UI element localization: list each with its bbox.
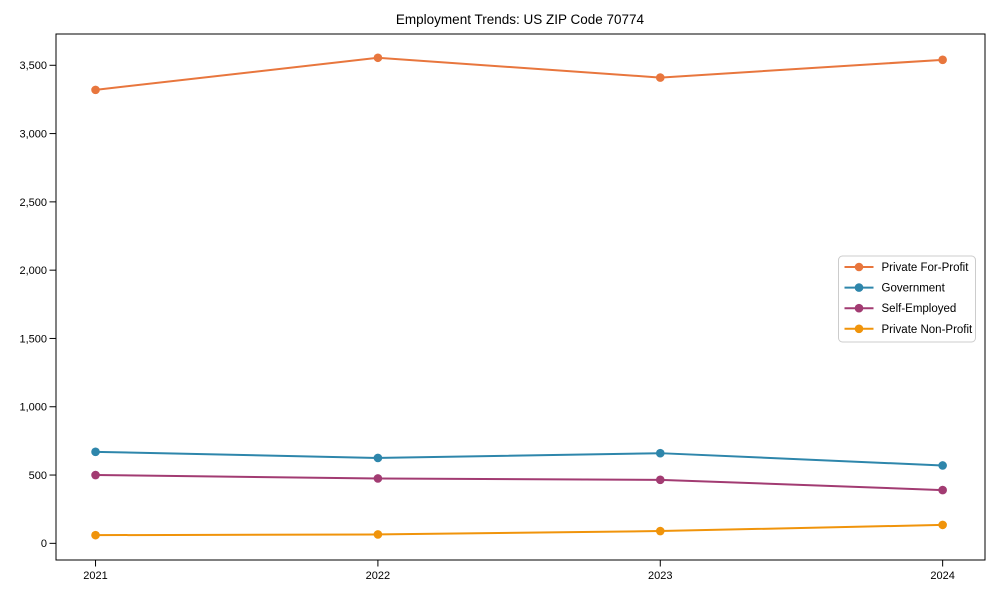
x-axis-tick-label: 2023: [648, 570, 672, 582]
legend-marker-swatch: [854, 324, 864, 334]
y-axis-tick-label: 2,500: [19, 197, 47, 209]
data-point-government-2024: [938, 461, 947, 470]
data-point-private-for-profit-2023: [655, 73, 665, 82]
legend-label: Self-Employed: [882, 303, 957, 315]
data-point-government-2022: [373, 453, 383, 463]
legend-marker-swatch: [854, 303, 864, 313]
plot-border: [55, 33, 986, 561]
y-axis-tick-label: 3,500: [19, 60, 47, 72]
series-line-self-employed: [94, 474, 944, 492]
data-point-government-2023: [655, 448, 665, 458]
series-line-private-for-profit: [94, 56, 944, 91]
legend-marker-swatch: [854, 262, 864, 272]
y-axis-tick-label: 0: [41, 538, 47, 550]
x-axis-tick-label: 2021: [83, 570, 107, 582]
data-point-private-for-profit-2022: [373, 53, 383, 63]
legend-label: Private For-Profit: [882, 262, 970, 274]
y-axis-tick-label: 3,000: [19, 128, 47, 140]
legend-entry-private-for-profit: Private For-Profit: [844, 262, 970, 274]
x-axis-tick-label: 2024: [930, 570, 954, 582]
legend-label: Government: [882, 283, 946, 295]
x-axis-tick-label: 2022: [366, 570, 390, 582]
legend-entry-government: Government: [844, 283, 946, 295]
legend-marker-swatch: [854, 283, 864, 292]
data-point-private-non-profit-2023: [655, 526, 665, 536]
legend-label: Private Non-Profit: [882, 324, 974, 336]
chart-title: Employment Trends: US ZIP Code 70774: [396, 12, 645, 27]
data-point-self-employed-2022: [373, 474, 383, 483]
y-axis-tick-label: 1,500: [19, 333, 47, 345]
data-point-private-non-profit-2022: [373, 530, 383, 539]
data-point-private-non-profit-2024: [938, 520, 947, 530]
y-axis-tick-label: 2,000: [19, 265, 47, 277]
legend-box: [838, 255, 976, 343]
data-point-self-employed-2023: [655, 475, 665, 485]
series-line-government: [94, 450, 944, 467]
series-line-private-non-profit: [94, 523, 944, 537]
data-point-private-for-profit-2024: [938, 55, 947, 65]
data-point-self-employed-2021: [91, 470, 100, 480]
data-point-private-non-profit-2021: [91, 530, 100, 540]
data-point-self-employed-2024: [938, 485, 947, 495]
y-axis-tick-label: 1,000: [19, 402, 47, 414]
legend-entry-private-non-profit: Private Non-Profit: [844, 324, 974, 336]
y-axis-tick-label: 500: [29, 470, 47, 482]
data-point-private-for-profit-2021: [91, 85, 100, 95]
legend-entry-self-employed: Self-Employed: [844, 303, 957, 315]
data-point-government-2021: [91, 447, 100, 457]
